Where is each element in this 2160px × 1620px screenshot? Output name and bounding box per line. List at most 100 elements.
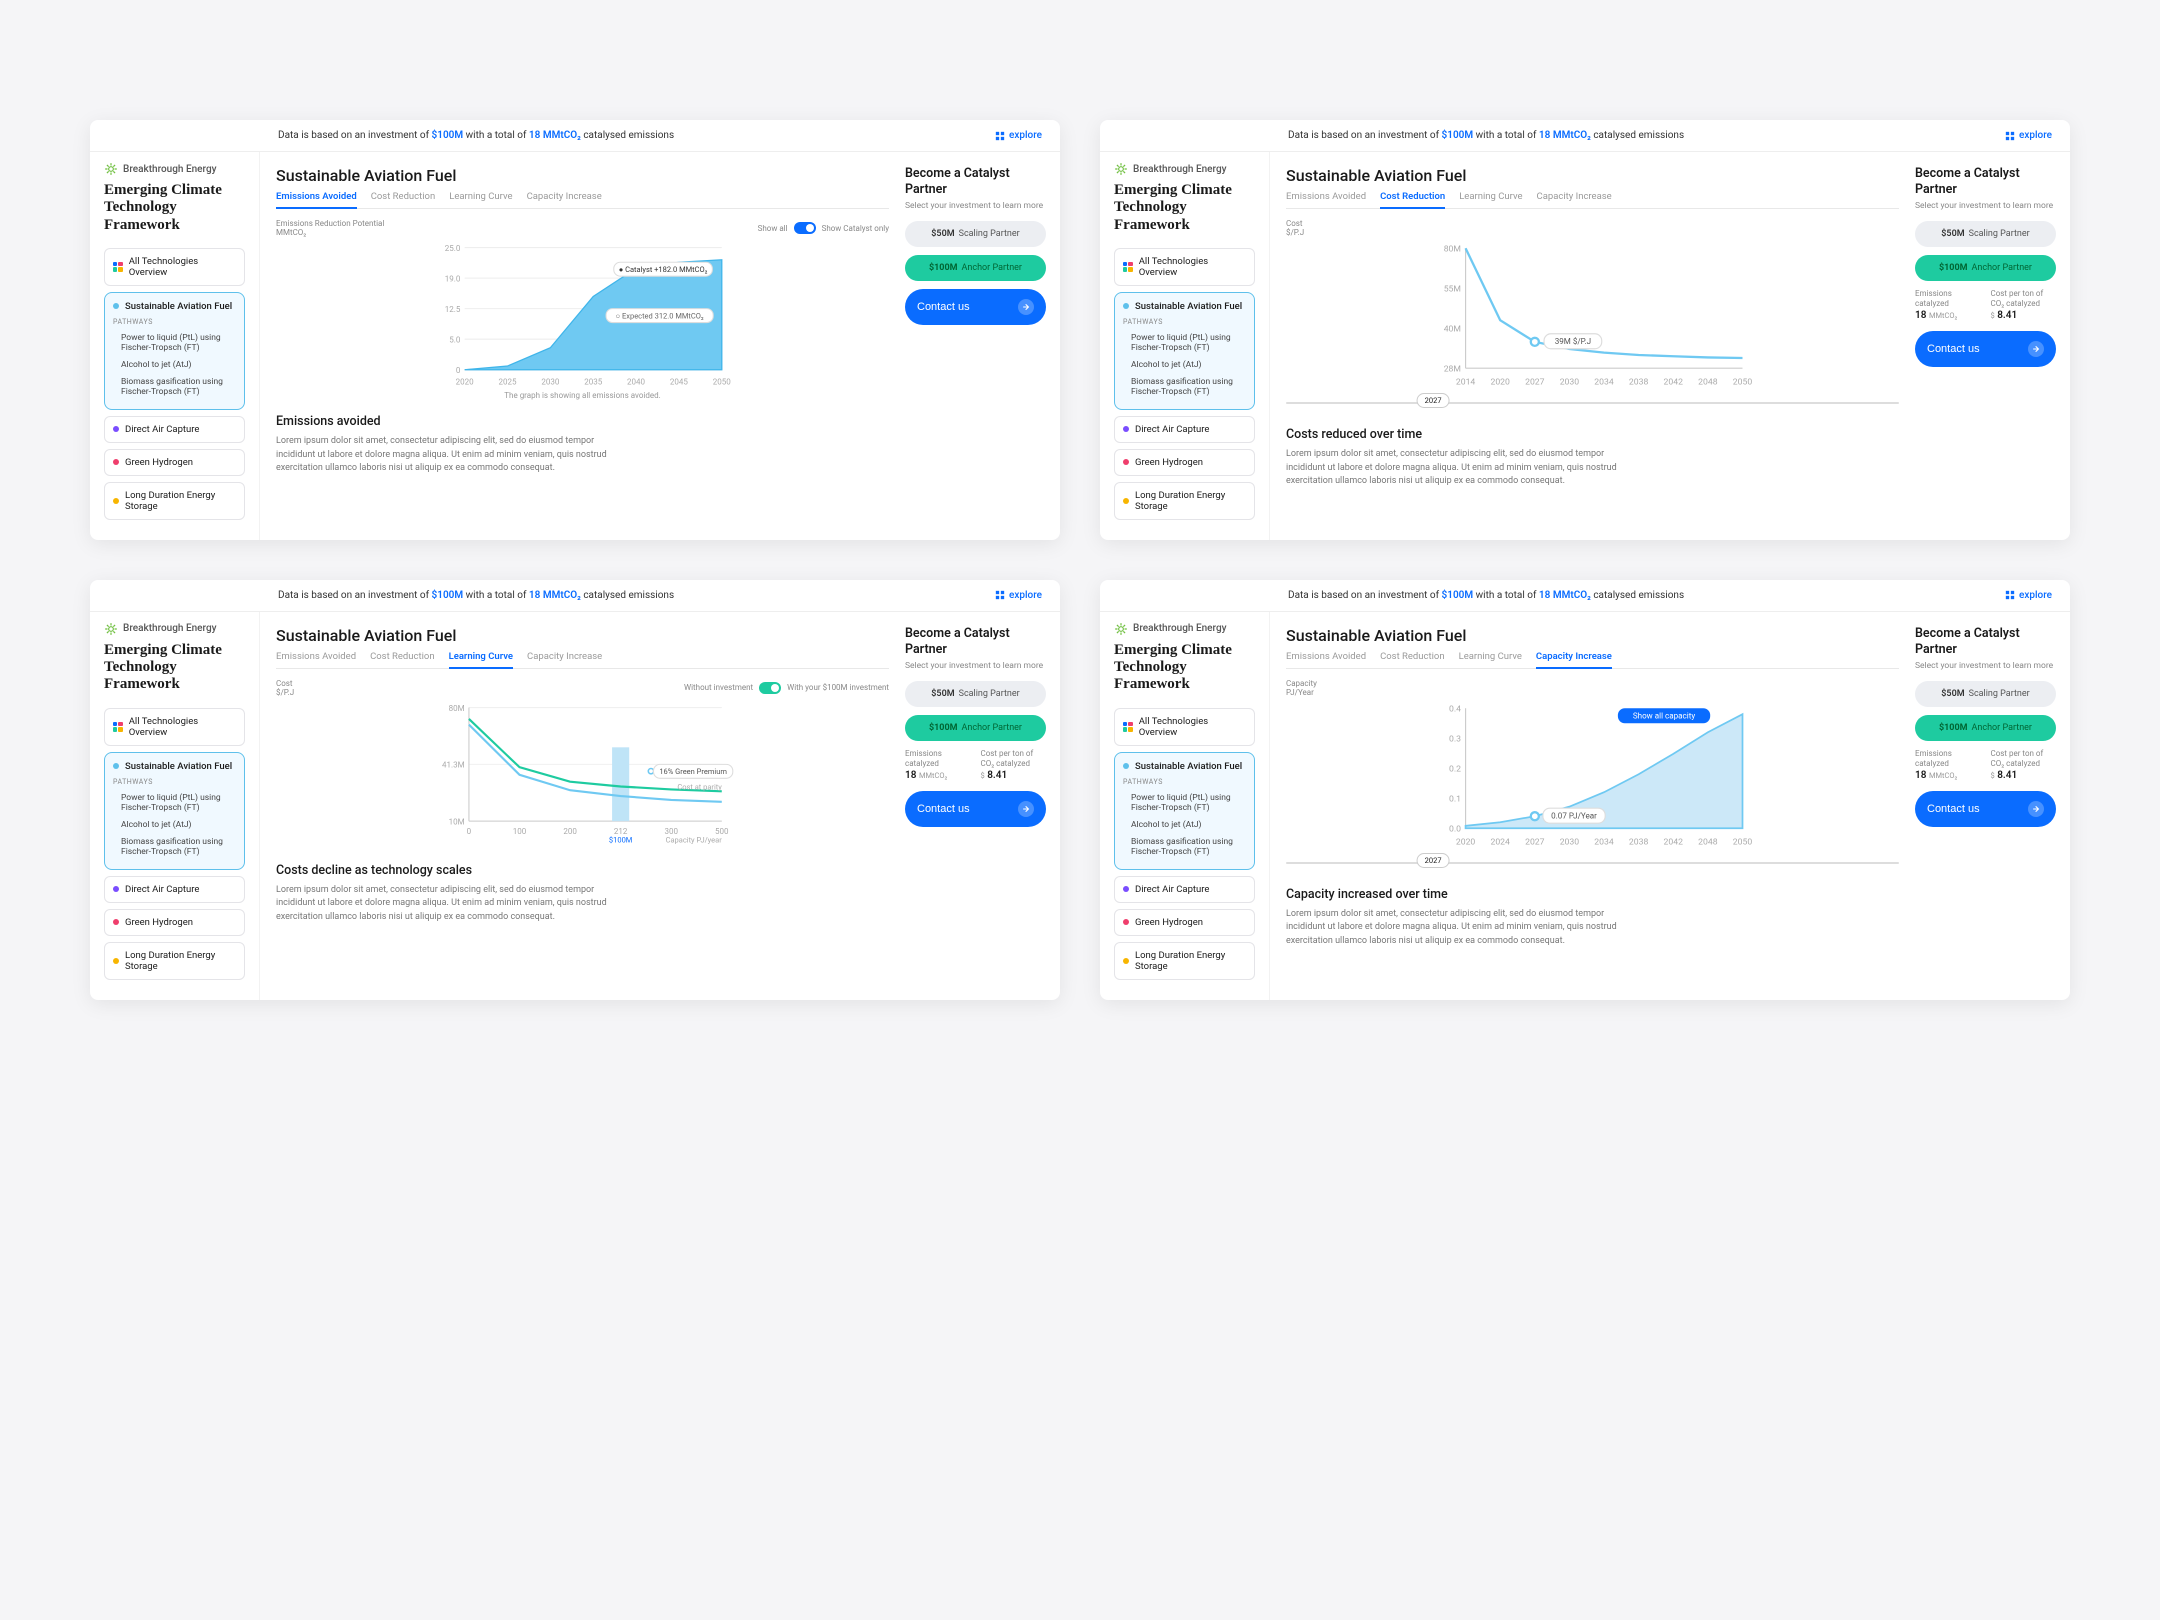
explore-link[interactable]: explore (995, 130, 1042, 141)
chart-toggle[interactable]: Show allShow Catalyst only (758, 222, 889, 234)
svg-text:16% Green Premium: 16% Green Premium (659, 767, 727, 776)
nav-item[interactable]: Direct Air Capture (1114, 876, 1255, 903)
main: Sustainable Aviation Fuel Emissions Avoid… (260, 612, 905, 1000)
section-title: Sustainable Aviation Fuel (1286, 166, 1899, 185)
sun-icon (1114, 622, 1128, 636)
nav-item[interactable]: Long Duration Energy Storage (104, 942, 245, 980)
nav-active-card[interactable]: Sustainable Aviation FuelPATHWAYSPower t… (1114, 752, 1255, 870)
pathway-item[interactable]: Biomass gasification using Fischer-Trops… (1123, 374, 1246, 401)
tab[interactable]: Capacity Increase (527, 651, 602, 668)
tier-anchor[interactable]: $100MAnchor Partner (1915, 715, 2056, 741)
metric-cost: $ 8.41 (1991, 770, 2057, 781)
logo: Breakthrough Energy (1114, 162, 1255, 176)
tier-anchor[interactable]: $100MAnchor Partner (905, 255, 1046, 281)
tier-scaling[interactable]: $50MScaling Partner (905, 221, 1046, 247)
tab[interactable]: Emissions Avoided (1286, 651, 1366, 668)
pathways-heading: PATHWAYS (113, 778, 236, 786)
tab[interactable]: Capacity Increase (1536, 651, 1612, 669)
topbar-message: Data is based on an investment of $100M … (1288, 130, 2005, 141)
brand-name: Breakthrough Energy (1133, 164, 1227, 175)
nav-overview[interactable]: All Technologies Overview (1114, 708, 1255, 746)
year-slider[interactable]: 2027 (1286, 393, 1899, 413)
pathway-item[interactable]: Alcohol to jet (AtJ) (113, 357, 236, 374)
svg-text:2020: 2020 (1456, 837, 1476, 847)
nav-active-card[interactable]: Sustainable Aviation FuelPATHWAYSPower t… (1114, 292, 1255, 410)
year-slider[interactable]: 2027 (1286, 853, 1899, 873)
pathway-item[interactable]: Alcohol to jet (AtJ) (113, 817, 236, 834)
chart-toggle[interactable]: Without investmentWith your $100M invest… (684, 682, 889, 694)
nav-item[interactable]: Direct Air Capture (1114, 416, 1255, 443)
nav-overview[interactable]: All Technologies Overview (104, 708, 245, 746)
tab[interactable]: Emissions Avoided (276, 191, 357, 209)
section-title: Sustainable Aviation Fuel (1286, 626, 1899, 645)
nav-item[interactable]: Green Hydrogen (1114, 909, 1255, 936)
svg-text:0.1: 0.1 (1449, 795, 1461, 805)
tab[interactable]: Cost Reduction (370, 651, 435, 668)
explore-link[interactable]: explore (2005, 130, 2052, 141)
arrow-right-icon (2028, 801, 2044, 817)
nav-item[interactable]: Long Duration Energy Storage (1114, 942, 1255, 980)
pathway-item[interactable]: Power to liquid (PtL) using Fischer-Trop… (1123, 790, 1246, 817)
dot-icon (1123, 919, 1129, 925)
nav-overview[interactable]: All Technologies Overview (104, 248, 245, 286)
pathway-item[interactable]: Power to liquid (PtL) using Fischer-Trop… (1123, 330, 1246, 357)
framework-title: Emerging Climate Technology Framework (1114, 182, 1255, 234)
nav-item[interactable]: Direct Air Capture (104, 416, 245, 443)
nav-item[interactable]: Green Hydrogen (1114, 449, 1255, 476)
svg-text:Capacity PJ/year: Capacity PJ/year (666, 835, 723, 844)
tier-anchor[interactable]: $100MAnchor Partner (905, 715, 1046, 741)
contact-button[interactable]: Contact us (1915, 791, 2056, 827)
contact-button[interactable]: Contact us (1915, 331, 2056, 367)
nav-active-card[interactable]: Sustainable Aviation FuelPATHWAYSPower t… (104, 292, 245, 410)
nav-item[interactable]: Long Duration Energy Storage (1114, 482, 1255, 520)
section-title: Sustainable Aviation Fuel (276, 626, 889, 645)
nav-item[interactable]: Green Hydrogen (104, 909, 245, 936)
nav-active-label: Sustainable Aviation Fuel (1135, 761, 1242, 772)
dot-icon (1123, 498, 1129, 504)
tab[interactable]: Learning Curve (449, 191, 512, 208)
logo: Breakthrough Energy (104, 622, 245, 636)
dashboard-panel: Data is based on an investment of $100M … (90, 580, 1060, 1000)
tab[interactable]: Learning Curve (449, 651, 513, 669)
pathway-item[interactable]: Alcohol to jet (AtJ) (1123, 817, 1246, 834)
tab[interactable]: Cost Reduction (1380, 191, 1445, 209)
contact-button[interactable]: Contact us (905, 791, 1046, 827)
svg-text:2042: 2042 (1664, 377, 1684, 387)
nav-overview[interactable]: All Technologies Overview (1114, 248, 1255, 286)
metric-emissions: 18 MMtCO₂ (1915, 310, 1981, 321)
tab[interactable]: Emissions Avoided (1286, 191, 1366, 208)
svg-text:0.07 PJ/Year: 0.07 PJ/Year (1551, 811, 1597, 820)
pathway-item[interactable]: Power to liquid (PtL) using Fischer-Trop… (113, 790, 236, 817)
contact-button[interactable]: Contact us (905, 289, 1046, 325)
nav-item[interactable]: Direct Air Capture (104, 876, 245, 903)
tab[interactable]: Capacity Increase (1537, 191, 1612, 208)
tab[interactable]: Learning Curve (1459, 191, 1522, 208)
tier-scaling[interactable]: $50MScaling Partner (905, 681, 1046, 707)
nav-overview-label: All Technologies Overview (129, 716, 236, 738)
tier-scaling[interactable]: $50MScaling Partner (1915, 681, 2056, 707)
pathway-item[interactable]: Biomass gasification using Fischer-Trops… (1123, 834, 1246, 861)
tab[interactable]: Cost Reduction (371, 191, 436, 208)
tabs: Emissions Avoided Cost Reduction Learning … (1286, 191, 1899, 209)
nav-active-card[interactable]: Sustainable Aviation FuelPATHWAYSPower t… (104, 752, 245, 870)
toggle-icon[interactable] (759, 682, 781, 694)
tab[interactable]: Capacity Increase (527, 191, 602, 208)
subheading: Costs decline as technology scales (276, 863, 889, 878)
tab[interactable]: Learning Curve (1459, 651, 1522, 668)
pathway-item[interactable]: Biomass gasification using Fischer-Trops… (113, 834, 236, 861)
nav-item[interactable]: Green Hydrogen (104, 449, 245, 476)
nav-item[interactable]: Long Duration Energy Storage (104, 482, 245, 520)
pathway-item[interactable]: Power to liquid (PtL) using Fischer-Trop… (113, 330, 236, 357)
svg-text:0: 0 (467, 827, 472, 836)
chart-canvas: 80M41.3M10M0100200212300500$100M16% Gree… (276, 699, 889, 849)
toggle-icon[interactable] (794, 222, 816, 234)
tier-anchor[interactable]: $100MAnchor Partner (1915, 255, 2056, 281)
pathway-item[interactable]: Alcohol to jet (AtJ) (1123, 357, 1246, 374)
tab[interactable]: Cost Reduction (1380, 651, 1445, 668)
tab[interactable]: Emissions Avoided (276, 651, 356, 668)
explore-link[interactable]: explore (2005, 590, 2052, 601)
tier-scaling[interactable]: $50MScaling Partner (1915, 221, 2056, 247)
pathway-item[interactable]: Biomass gasification using Fischer-Trops… (113, 374, 236, 401)
svg-text:2048: 2048 (1698, 837, 1718, 847)
explore-link[interactable]: explore (995, 590, 1042, 601)
